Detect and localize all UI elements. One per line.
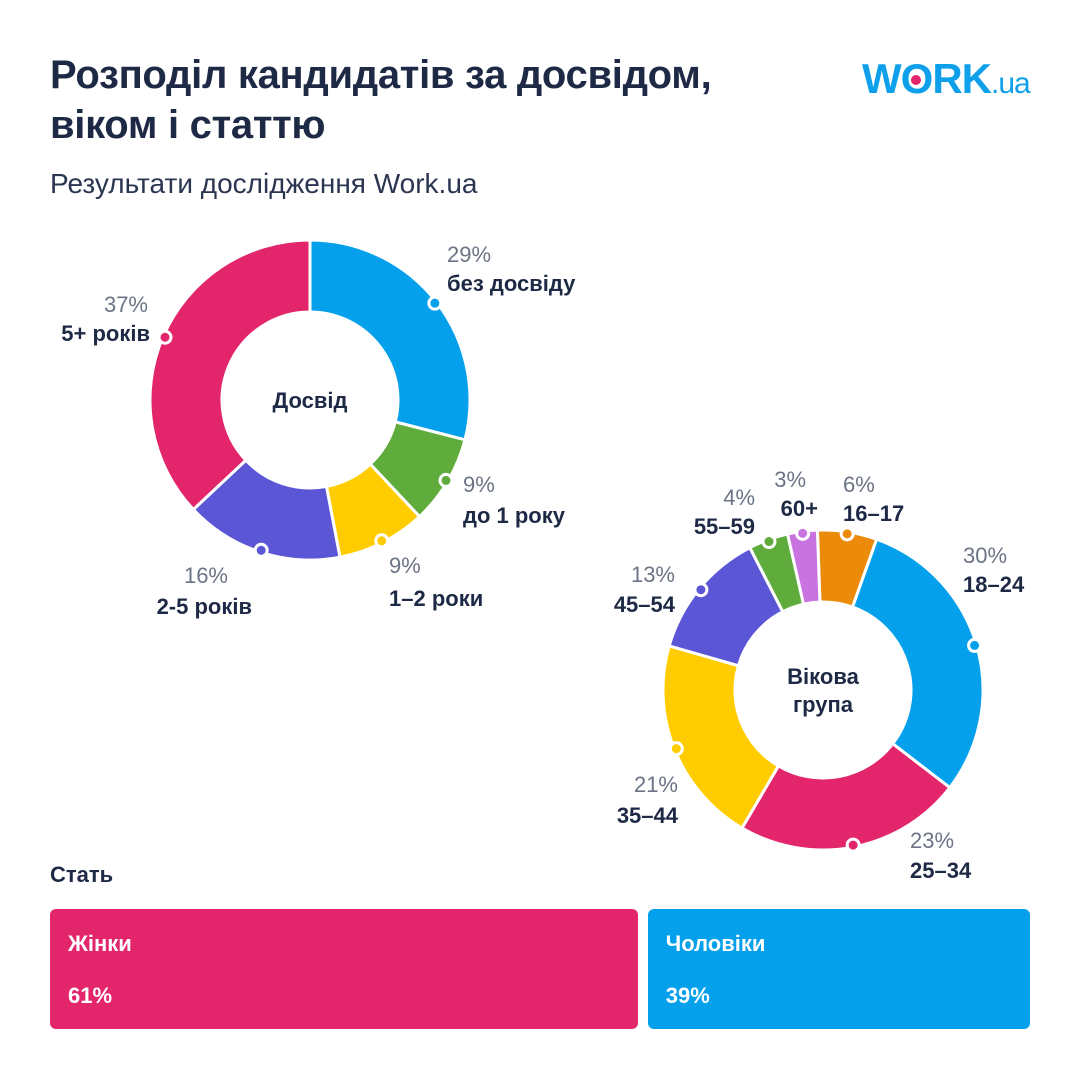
slice-pct-label: 9%: [389, 553, 421, 578]
slice-marker-dot: [374, 533, 390, 549]
donut-slice: [661, 644, 781, 831]
slice-pct-label: 23%: [910, 828, 954, 853]
slice-marker-dot: [967, 637, 983, 653]
logo-text-rk: RK: [932, 55, 992, 102]
slice-marker-dot: [253, 542, 269, 558]
slice-marker-dot: [839, 526, 855, 542]
logo-suffix: .ua: [991, 67, 1031, 100]
logo-dot-icon: [911, 74, 922, 85]
slice-marker-dot: [157, 329, 173, 345]
slice-category-label: 18–24: [963, 572, 1025, 597]
donut-center-label: група: [793, 692, 854, 717]
gender-bar-women: Жінки 61%: [50, 909, 638, 1029]
experience-donut: 29% без досвіду 9% до 1 року 9% 1–2 роки 16% 2-…: [61, 238, 576, 619]
gender-bar-chart: Жінки 61% Чоловіки 39%: [50, 909, 1030, 1029]
work-ua-logo: WORK.ua: [862, 55, 1031, 103]
gender-bar-label: Чоловіки: [665, 931, 766, 956]
logo-o-with-dot: O: [901, 55, 934, 103]
slice-pct-label: 30%: [963, 543, 1007, 568]
slice-category-label: 45–54: [614, 592, 676, 617]
slice-marker-dot: [761, 534, 777, 550]
slice-category-label: 16–17: [843, 501, 904, 526]
slice-marker-dot: [845, 837, 861, 853]
slice-marker-dot: [795, 525, 811, 541]
slice-marker-dot: [693, 582, 709, 598]
gender-bar-label: Жінки: [68, 931, 132, 956]
title-line-1: Розподіл кандидатів за досвідом,: [50, 53, 712, 97]
slice-pct-label: 3%: [774, 467, 806, 492]
donut-slice: [850, 537, 985, 790]
slice-pct-label: 16%: [184, 563, 228, 588]
slice-category-label: 60+: [781, 496, 818, 521]
slice-pct-label: 21%: [634, 772, 678, 797]
gender-bar-value: 39%: [665, 983, 710, 1008]
title-line-2: віком і статтю: [50, 103, 326, 147]
slice-category-label: 5+ років: [61, 321, 150, 346]
slice-pct-label: 37%: [104, 292, 148, 317]
slice-category-label: до 1 року: [463, 503, 566, 528]
gender-bar-men: Чоловіки 39%: [647, 909, 1030, 1029]
page-title: Розподіл кандидатів за досвідом, віком і…: [50, 50, 810, 150]
slice-category-label: 1–2 роки: [389, 586, 483, 611]
slice-category-label: 25–34: [910, 858, 972, 883]
slice-marker-dot: [668, 741, 684, 757]
slice-category-label: 35–44: [617, 803, 679, 828]
donut-center-label: Вікова: [787, 664, 859, 689]
donut-slice: [308, 238, 472, 442]
slice-pct-label: 29%: [447, 242, 491, 267]
slice-pct-label: 9%: [463, 472, 495, 497]
gender-chart-title: Стать: [50, 862, 114, 887]
gender-bar-value: 61%: [68, 983, 113, 1008]
donut-slice: [148, 238, 312, 512]
slice-marker-dot: [438, 472, 454, 488]
logo-text-w: W: [862, 55, 902, 102]
slice-marker-dot: [427, 295, 443, 311]
slice-category-label: 2-5 років: [157, 594, 252, 619]
age-donut: 6% 16–17 30% 18–24 23% 25–34 21% 35–44 13% 45–54 4…: [614, 467, 1025, 883]
donut-center-label: Досвід: [273, 388, 348, 413]
slice-pct-label: 4%: [723, 485, 755, 510]
subtitle: Результати дослідження Work.ua: [50, 168, 478, 199]
slice-category-label: 55–59: [694, 514, 755, 539]
slice-category-label: без досвіду: [447, 271, 576, 296]
donut-slice: [739, 741, 952, 852]
slice-pct-label: 6%: [843, 472, 875, 497]
slice-pct-label: 13%: [631, 562, 675, 587]
